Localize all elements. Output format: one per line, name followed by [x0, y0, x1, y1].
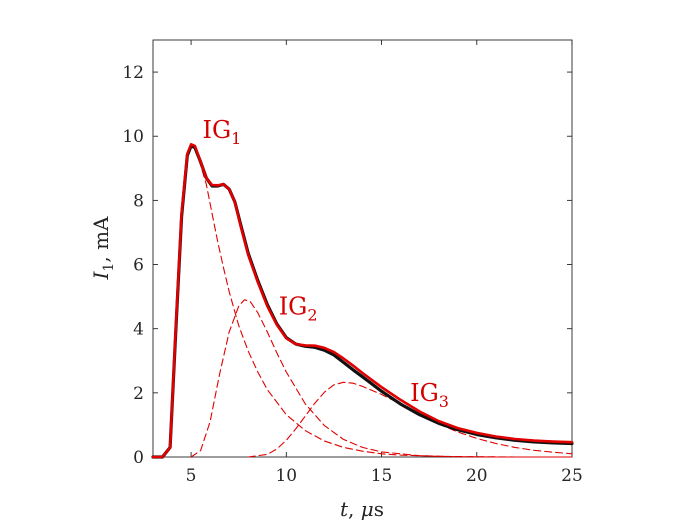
- y-tick-label: 12: [122, 63, 144, 83]
- measured-curve: [151, 144, 574, 459]
- x-tick-label: 15: [371, 466, 393, 486]
- y-tick-label: 2: [133, 384, 144, 404]
- y-tick-label: 8: [133, 191, 144, 211]
- y-tick-label: 4: [133, 320, 144, 340]
- annotation-ig1: IG1: [203, 116, 242, 148]
- y-tick-label: 6: [133, 256, 144, 276]
- x-tick-label: 25: [561, 466, 583, 486]
- annotation-ig2: IG2: [279, 292, 318, 324]
- component-curve-ig3: [247, 381, 573, 458]
- tick-labels: 5 10 15 20 25 0 2 4 6 8 10 12: [122, 63, 582, 486]
- component-curve-ig2: [190, 299, 573, 458]
- y-tick-label: 10: [122, 127, 144, 147]
- annotation-ig3: IG3: [410, 379, 449, 411]
- y-axis-label: I1, mA: [89, 216, 117, 281]
- fit-curve: [151, 143, 574, 459]
- component-curve-ig1: [152, 145, 573, 458]
- y-tick-label: 0: [133, 448, 144, 468]
- x-tick-label: 10: [275, 466, 297, 486]
- annotations: IG1 IG2 IG3: [203, 116, 449, 411]
- x-axis-label: t, μs: [340, 497, 384, 521]
- x-tick-label: 5: [186, 466, 197, 486]
- plot-frame: [152, 39, 573, 458]
- plot-lines: [151, 143, 574, 459]
- x-tick-label: 20: [466, 466, 488, 486]
